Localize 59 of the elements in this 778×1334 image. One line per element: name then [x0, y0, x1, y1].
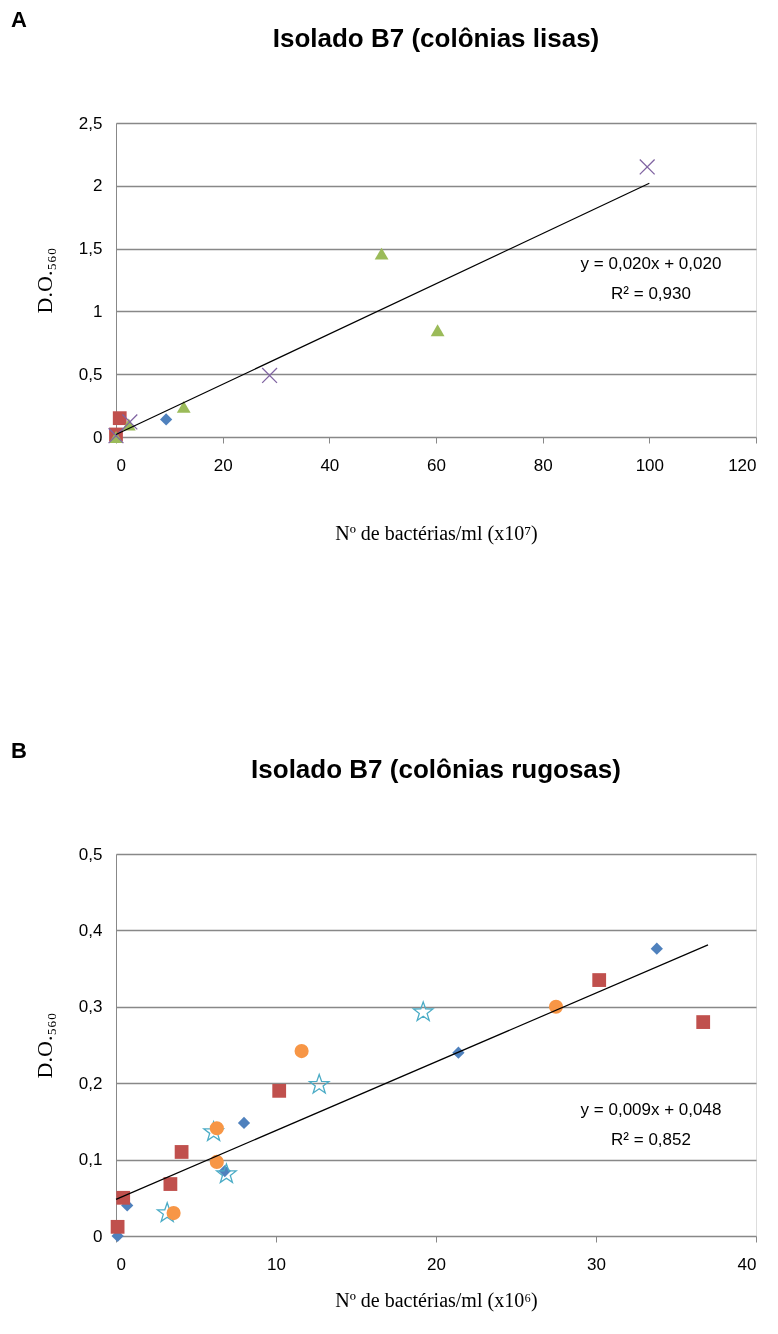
- y-tick-label: 0,1: [78, 1150, 103, 1170]
- point: [163, 1177, 178, 1191]
- point: [237, 1116, 251, 1130]
- x-tick-label: 20: [213, 455, 233, 475]
- x-tick-label: 10: [267, 1254, 286, 1274]
- annotation: R² = 0,852: [611, 1129, 691, 1149]
- chart-title: Isolado B7 (colônias rugosas): [251, 754, 621, 784]
- x-tick-label: 40: [737, 1254, 757, 1274]
- annotation: y = 0,020x + 0,020: [580, 254, 722, 274]
- x-axis-title: Nº de bactérias/ml (x10⁷): [335, 521, 538, 545]
- text: A: [11, 7, 27, 32]
- point: [696, 1015, 711, 1029]
- y-tick-label: 0,5: [78, 364, 103, 384]
- point: [639, 158, 656, 176]
- x-axis-title: Nº de bactérias/ml (x10⁶): [335, 1288, 538, 1312]
- y-tick-label: 1: [93, 301, 103, 321]
- y-tick-label: 1,5: [78, 239, 103, 259]
- point: [294, 1044, 309, 1059]
- point: [374, 247, 389, 260]
- point: [166, 1206, 181, 1221]
- x-tick-label: 20: [427, 1254, 446, 1274]
- point: [216, 1163, 237, 1184]
- annotation: R² = 0,930: [611, 284, 691, 304]
- point: [592, 973, 607, 987]
- x-tick-label: 80: [533, 455, 553, 475]
- point: [112, 411, 127, 426]
- annotation: y = 0,009x + 0,048: [580, 1099, 722, 1119]
- x-tick-label: 100: [635, 455, 665, 475]
- y-axis-title: D.O.₅₆₀: [31, 247, 57, 314]
- point: [110, 1219, 125, 1234]
- y-tick-label: 0: [93, 427, 103, 447]
- y-tick-label: 2,5: [78, 113, 103, 133]
- point: [261, 367, 278, 384]
- x-tick-label: 40: [320, 455, 340, 475]
- chart-title: Isolado B7 (colônias lisas): [272, 23, 600, 53]
- x-tick-label: 0: [116, 455, 126, 475]
- x-tick-label: 60: [427, 455, 446, 475]
- text: B: [11, 738, 27, 763]
- point: [308, 1073, 330, 1094]
- y-tick-label: 2: [93, 176, 103, 196]
- y-tick-label: 0: [93, 1226, 103, 1246]
- point: [176, 400, 191, 413]
- point: [272, 1083, 287, 1098]
- y-axis-title: D.O.₅₆₀: [31, 1012, 57, 1079]
- point: [412, 1001, 434, 1022]
- point: [209, 1154, 224, 1169]
- point: [121, 413, 138, 430]
- y-tick-label: 0,3: [78, 997, 103, 1017]
- y-tick-label: 0,4: [78, 920, 103, 940]
- y-tick-label: 0,5: [78, 844, 103, 864]
- x-tick-label: 0: [116, 1254, 126, 1274]
- point: [203, 1121, 224, 1142]
- x-tick-label: 30: [587, 1254, 606, 1274]
- point: [650, 942, 663, 955]
- point: [174, 1145, 189, 1159]
- y-tick-label: 0,2: [78, 1073, 103, 1093]
- point: [160, 413, 173, 426]
- x-tick-label: 120: [728, 455, 757, 475]
- point: [430, 324, 445, 337]
